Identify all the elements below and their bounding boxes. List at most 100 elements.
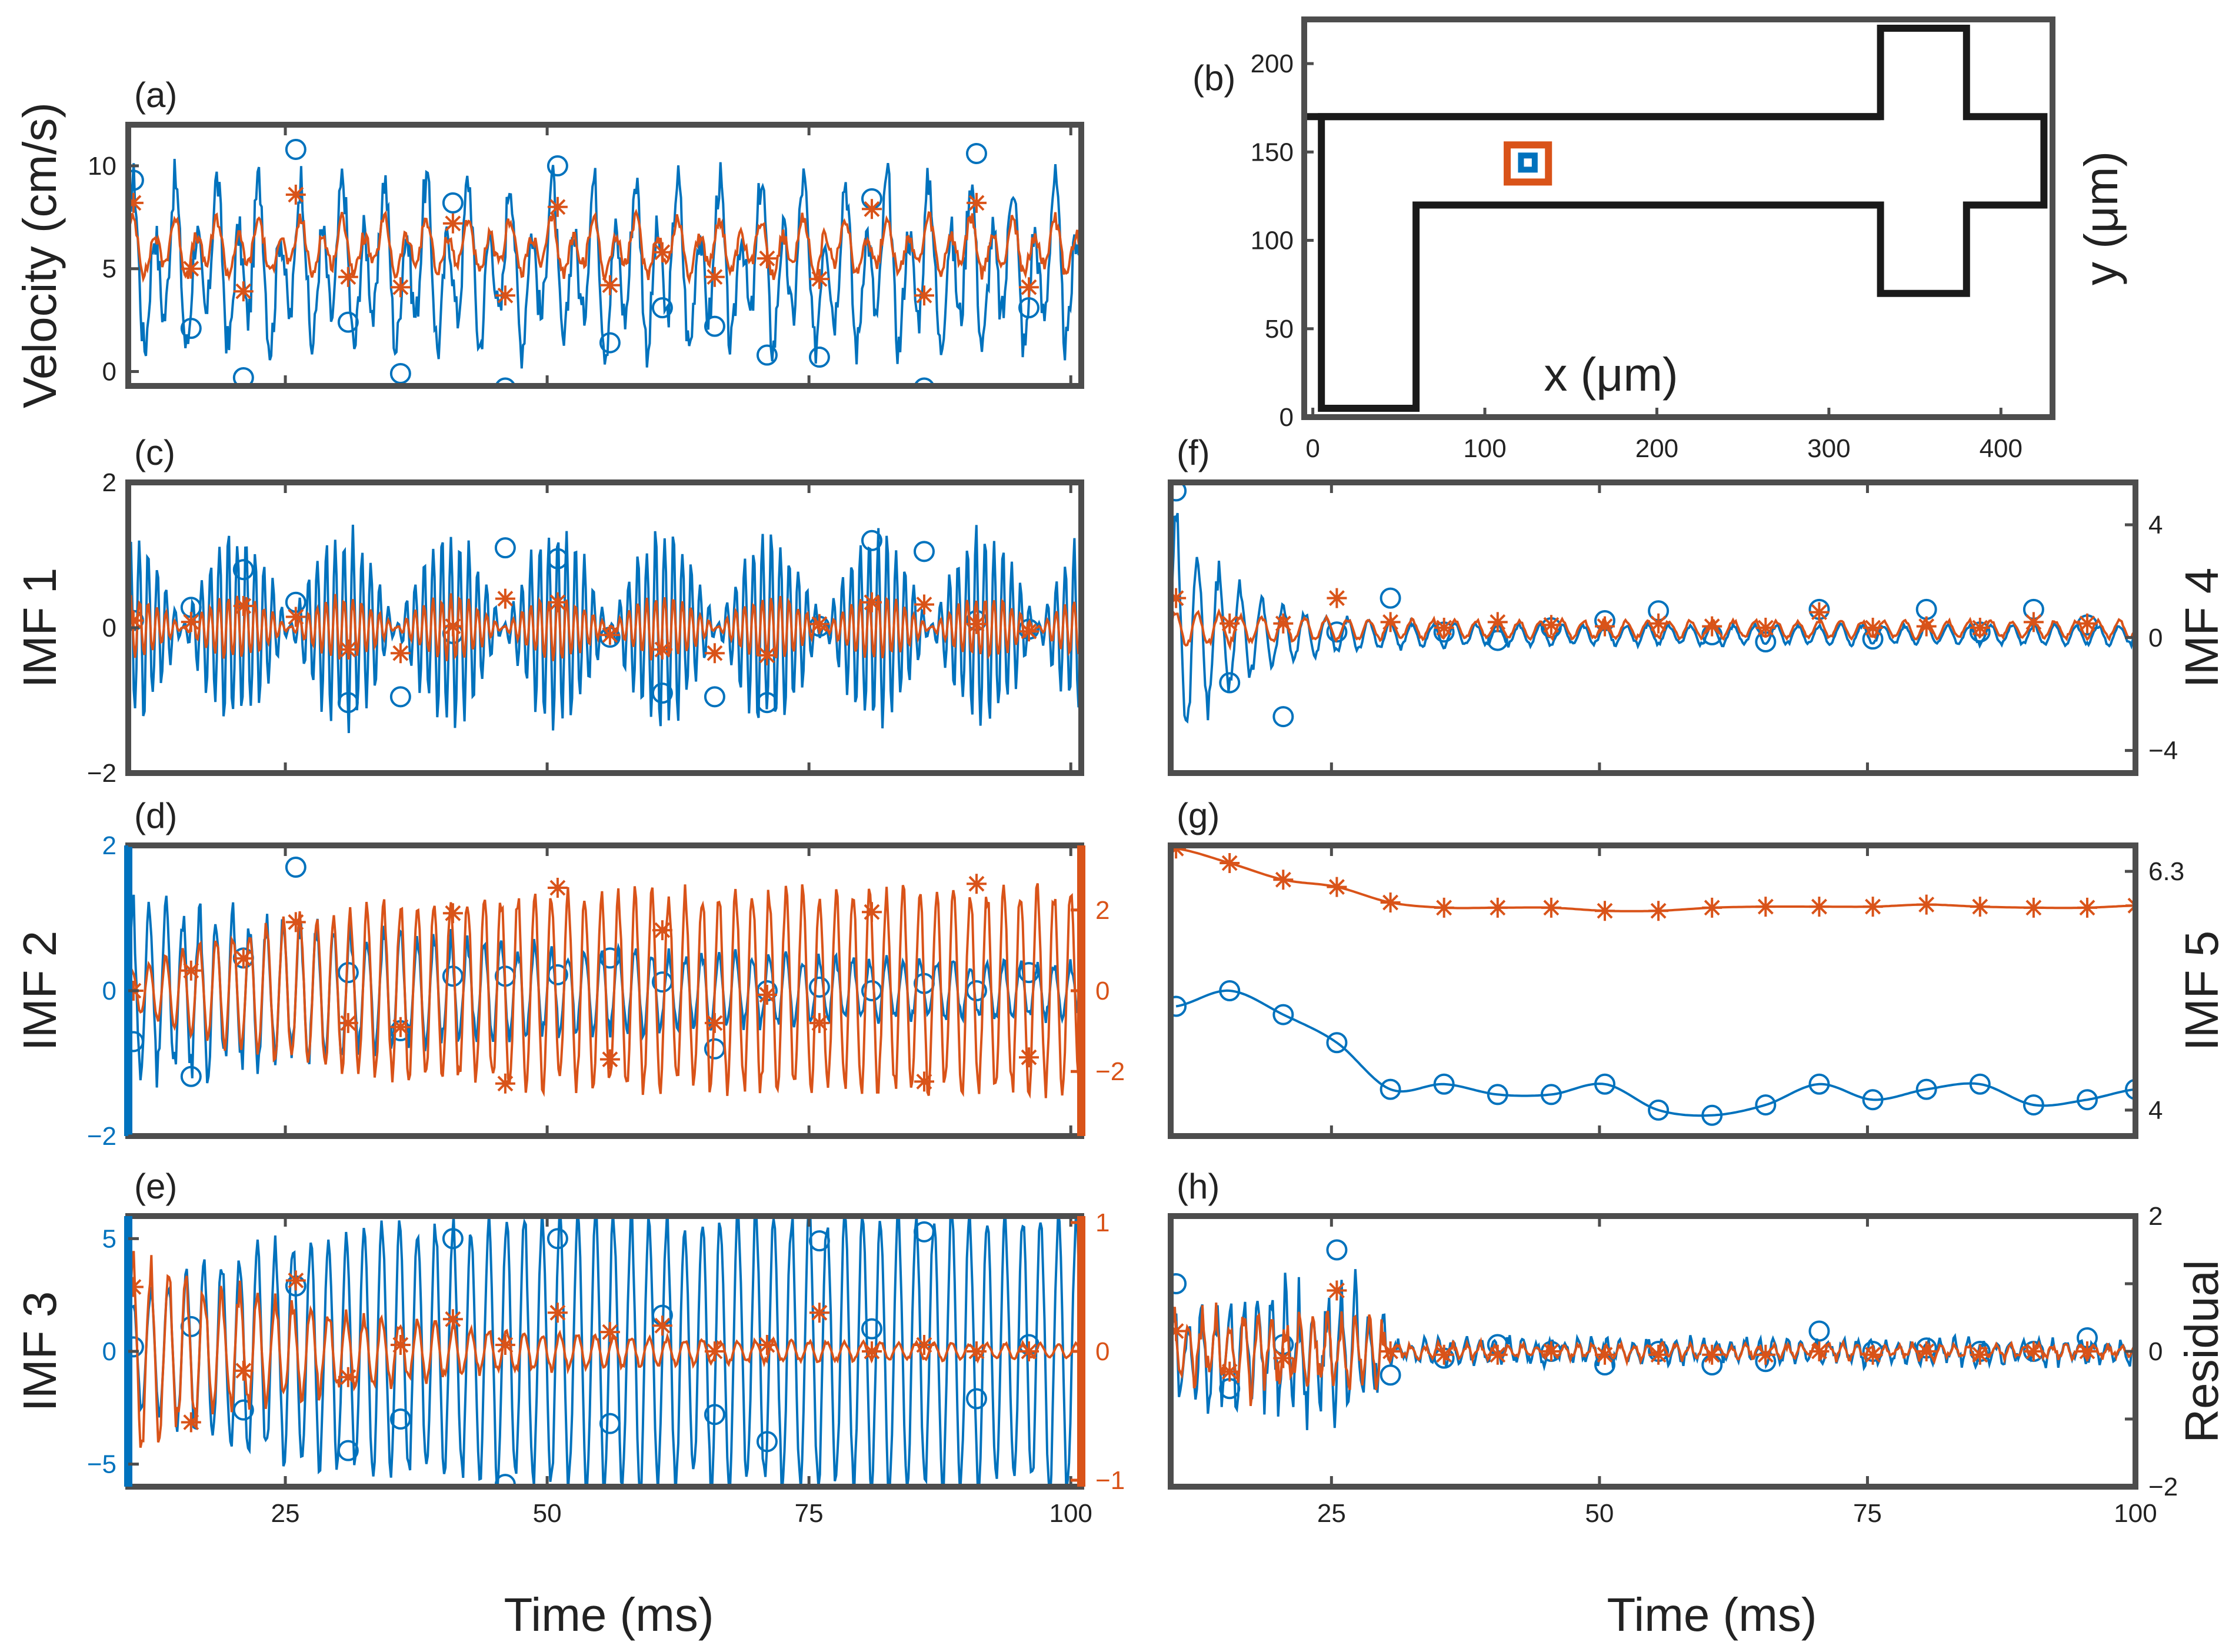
marker-star-g: [1970, 897, 1990, 917]
x-axis-label-b: x (μm): [1544, 348, 1678, 401]
marker-star-h: [1648, 1344, 1669, 1365]
marker-circle-a: [704, 315, 725, 337]
marker-star-e: [338, 1367, 358, 1387]
marker-star-e: [809, 1303, 829, 1323]
marker-star-d: [181, 960, 201, 981]
x-tick-label-b: 200: [1635, 434, 1678, 463]
x-tick-label-h: 50: [1585, 1499, 1614, 1528]
marker-star-h: [1702, 1344, 1722, 1365]
marker-star-e: [128, 1277, 144, 1297]
marker-circle-h: [1326, 1239, 1348, 1261]
y-tick-label-b: 150: [1251, 138, 1294, 166]
marker-star-g: [1863, 897, 1883, 917]
marker-star-a: [914, 285, 934, 306]
marker-star-c: [704, 643, 725, 664]
marker-star-f: [1702, 616, 1722, 637]
y-tick-label-b: 200: [1251, 49, 1294, 78]
panel-f: (f) −4 0 4 IMF 4: [1168, 433, 2228, 776]
marker-circle-c: [389, 686, 411, 708]
marker-circle-g: [1326, 1032, 1348, 1054]
marker-star-c: [442, 616, 463, 637]
marker-star-f: [1220, 613, 1240, 634]
marker-star-a: [704, 267, 725, 287]
marker-star-g: [1755, 897, 1776, 917]
marker-star-d: [495, 1073, 515, 1094]
marker-circle-g: [1487, 1084, 1508, 1105]
marker-star-a: [495, 285, 515, 306]
marker-circle-d: [180, 1065, 202, 1087]
marker-circle-e: [704, 1404, 725, 1425]
marker-circle-a: [285, 138, 306, 160]
marker-star-f: [1273, 613, 1294, 634]
marker-star-e: [1019, 1341, 1039, 1361]
series-line-g-blue: [1175, 989, 2135, 1117]
marker-circle-e: [756, 1431, 778, 1453]
marker-star-g: [1273, 870, 1294, 890]
marker-circle-d: [808, 976, 830, 998]
y-tick-label-c: 0: [102, 614, 116, 642]
marker-star-c: [233, 596, 254, 616]
marker-star-f: [1863, 618, 1883, 638]
marker-circle-c: [756, 692, 778, 714]
marker-star-e: [495, 1335, 515, 1355]
marker-circle-g: [1219, 980, 1241, 1001]
marker-star-f: [1327, 588, 1347, 608]
marker-circle-g: [1701, 1104, 1723, 1126]
panel-label-h: (h): [1177, 1167, 1220, 1206]
marker-circle-c: [704, 686, 725, 708]
x-axis-label-right: Time (ms): [1607, 1588, 1817, 1641]
marker-star-d: [1019, 1047, 1039, 1068]
y-axis-label-h: Residual: [2175, 1260, 2228, 1443]
marker-star-h: [1171, 1321, 1187, 1341]
marker-star-a: [390, 277, 411, 298]
marker-circle-a: [599, 332, 621, 354]
marker-star-c: [547, 592, 568, 612]
y-axis-label-a: Velocity (cm/s): [14, 102, 66, 408]
marker-star-c: [285, 607, 306, 627]
axes-frame-g: [1168, 842, 2138, 1139]
marker-circle-e: [861, 1318, 882, 1340]
marker-star-h: [2023, 1341, 2044, 1361]
marker-star-g: [1702, 897, 1722, 918]
marker-circle-e: [442, 1228, 464, 1250]
marker-circle-g: [1540, 1084, 1562, 1105]
marker-star-a: [338, 267, 358, 287]
marker-circle-g: [2077, 1089, 2098, 1111]
series-line-e-orange: [128, 1251, 1081, 1448]
y-axis-label-e: IMF 3: [14, 1291, 66, 1411]
marker-circle-g: [1433, 1073, 1455, 1095]
marker-circle-e: [128, 1336, 144, 1358]
marker-circle-h: [1808, 1320, 1830, 1342]
y-tick-label-d: −2: [87, 1122, 116, 1151]
y2-tick-label-d: 2: [1095, 896, 1109, 925]
x-tick-label-b: 400: [1980, 434, 2023, 463]
marker-circle-a: [442, 192, 464, 214]
y-tick-label-h: 0: [2148, 1337, 2163, 1366]
plot-area-d: [128, 857, 1081, 1099]
marker-star-d: [704, 1012, 725, 1033]
marker-star-a: [285, 184, 306, 205]
y-tick-label-b: 50: [1265, 315, 1294, 344]
marker-circle-g: [1272, 1004, 1294, 1025]
x-tick-label-e: 50: [533, 1499, 562, 1528]
y-axis-label-b: y (μm): [2075, 151, 2127, 285]
marker-circle-f: [1219, 672, 1241, 694]
y-axis-label-f: IMF 4: [2175, 568, 2228, 688]
y-tick-label-b: 0: [1280, 403, 1294, 432]
plot-area-h: [1171, 1239, 2135, 1430]
y2-tick-label-e: −1: [1095, 1466, 1125, 1495]
marker-star-a: [1019, 277, 1039, 298]
y-axis-label-d: IMF 2: [14, 931, 66, 1051]
marker-star-g: [1648, 901, 1669, 921]
marker-star-h: [1916, 1341, 1937, 1361]
marker-star-d: [547, 878, 568, 898]
marker-star-f: [1487, 612, 1508, 632]
marker-star-d: [862, 902, 882, 922]
marker-star-g: [1434, 897, 1454, 918]
marker-star-h: [1220, 1361, 1240, 1382]
panel-label-e: (e): [134, 1167, 177, 1206]
marker-star-a: [547, 196, 568, 217]
axes-frame-a: [125, 122, 1084, 389]
marker-star-h: [1595, 1344, 1615, 1365]
